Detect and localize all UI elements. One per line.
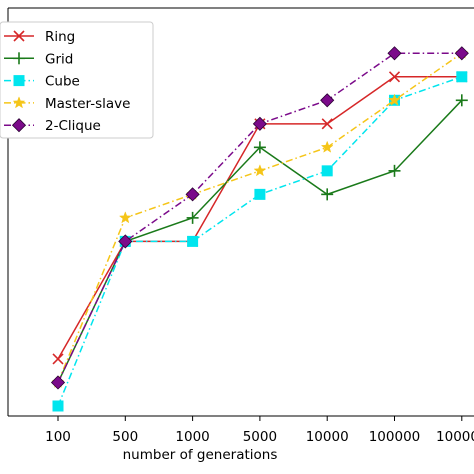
data-point (52, 353, 64, 365)
data-point (118, 234, 133, 249)
legend-marker (13, 30, 25, 42)
data-point (388, 71, 401, 83)
plot-area (50, 46, 469, 412)
legend-item: Grid (4, 51, 73, 67)
x-tick-label: 5000 (243, 429, 277, 445)
x-tick-label: 100 (45, 429, 71, 445)
legend-item: Master-slave (4, 96, 130, 112)
data-point (187, 235, 199, 247)
data-point (118, 211, 132, 224)
legend-item: Cube (4, 74, 80, 90)
data-point (52, 400, 64, 412)
data-point (252, 116, 267, 131)
legend-marker (13, 52, 25, 65)
data-point (253, 141, 266, 154)
data-point (321, 188, 334, 201)
data-point (186, 211, 199, 224)
legend-marker (11, 118, 27, 133)
data-point (455, 94, 468, 107)
legend-label: Cube (45, 74, 80, 90)
data-point (253, 164, 267, 177)
data-point (321, 165, 333, 177)
data-point (456, 71, 468, 83)
legend-label: Ring (45, 29, 75, 45)
series-2-clique (50, 46, 469, 390)
x-axis-label: number of generations (123, 447, 278, 463)
axes: 100 500 1000 5000 10000 100000 100000 number of… (7, 7, 474, 463)
legend-item: Ring (4, 29, 75, 45)
legend-item: 2-Clique (4, 118, 101, 134)
data-point (320, 140, 334, 153)
legend-marker (12, 96, 26, 109)
data-point (254, 188, 266, 200)
data-point (387, 46, 402, 61)
x-tick-label: 500 (112, 429, 138, 445)
legend-label: Master-slave (45, 96, 130, 112)
data-point (50, 375, 66, 390)
data-point (454, 46, 469, 61)
data-point (185, 187, 200, 202)
data-point (388, 164, 401, 177)
data-point (321, 118, 333, 130)
x-tick-label: 10000 (306, 429, 349, 445)
legend-box (0, 21, 154, 139)
x-tick-label: 100000 (436, 429, 474, 445)
legend-marker (13, 75, 25, 87)
data-point (388, 93, 401, 106)
data-point (320, 93, 335, 108)
legend-label: Grid (45, 51, 73, 67)
x-tick-label: 1000 (175, 429, 209, 445)
x-tick-label: 100000 (369, 429, 421, 445)
legend: Ring Grid Cube Master-slave 2-Clique (0, 21, 154, 139)
legend-label: 2-Clique (45, 118, 101, 134)
